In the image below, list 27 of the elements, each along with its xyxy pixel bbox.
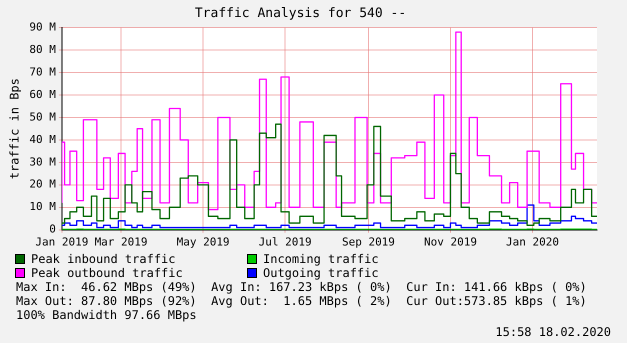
x-tick-label: Sep 2019: [342, 235, 395, 248]
text: Max In: 46.62 MBps (49%) Avg In: 167.23 kBps ( 0%) Cur In: 141.66 kBps ( 0%): [15, 280, 588, 294]
y-tick-label: 90 M: [29, 20, 56, 34]
legend-label: Peak inbound traffic: [31, 252, 176, 266]
x-tick-label: Mar 2019: [94, 235, 148, 248]
y-tick-label: 70 M: [29, 65, 56, 78]
legend-label: Incoming traffic: [263, 252, 379, 266]
x-tick-label: Jul 2019: [258, 235, 312, 248]
legend-label: Outgoing traffic: [263, 266, 379, 280]
text: Max Out: 87.80 MBps (92%) Avg Out: 1.65 MBps ( 2%) Cur Out:573.85 kBps ( 1%): [15, 294, 588, 308]
x-tick-label: Jan 2019: [35, 235, 88, 248]
legend-label: Peak outbound traffic: [31, 266, 183, 280]
text: 100% Bandwidth 97.66 MBps: [15, 308, 198, 322]
y-tick-label: 50 M: [29, 110, 56, 124]
y-axis-title: traffic in Bps: [7, 78, 22, 180]
x-tick-label: Jan 2020: [506, 235, 559, 248]
chart-title: Traffic Analysis for 540 --: [194, 6, 406, 22]
y-tick-label: 80 M: [29, 42, 56, 56]
y-tick-label: 20 M: [29, 178, 56, 191]
x-tick-label: Nov 2019: [424, 235, 477, 248]
y-tick-label: 60 M: [29, 88, 56, 101]
text: 15:58 18.02.2020: [494, 324, 612, 339]
y-tick-label: 0: [49, 222, 56, 236]
x-tick-label: May 2019: [176, 235, 230, 248]
y-tick-label: 30 M: [29, 155, 56, 168]
y-tick-label: 10 M: [29, 200, 56, 214]
y-tick-label: 40 M: [29, 132, 56, 146]
